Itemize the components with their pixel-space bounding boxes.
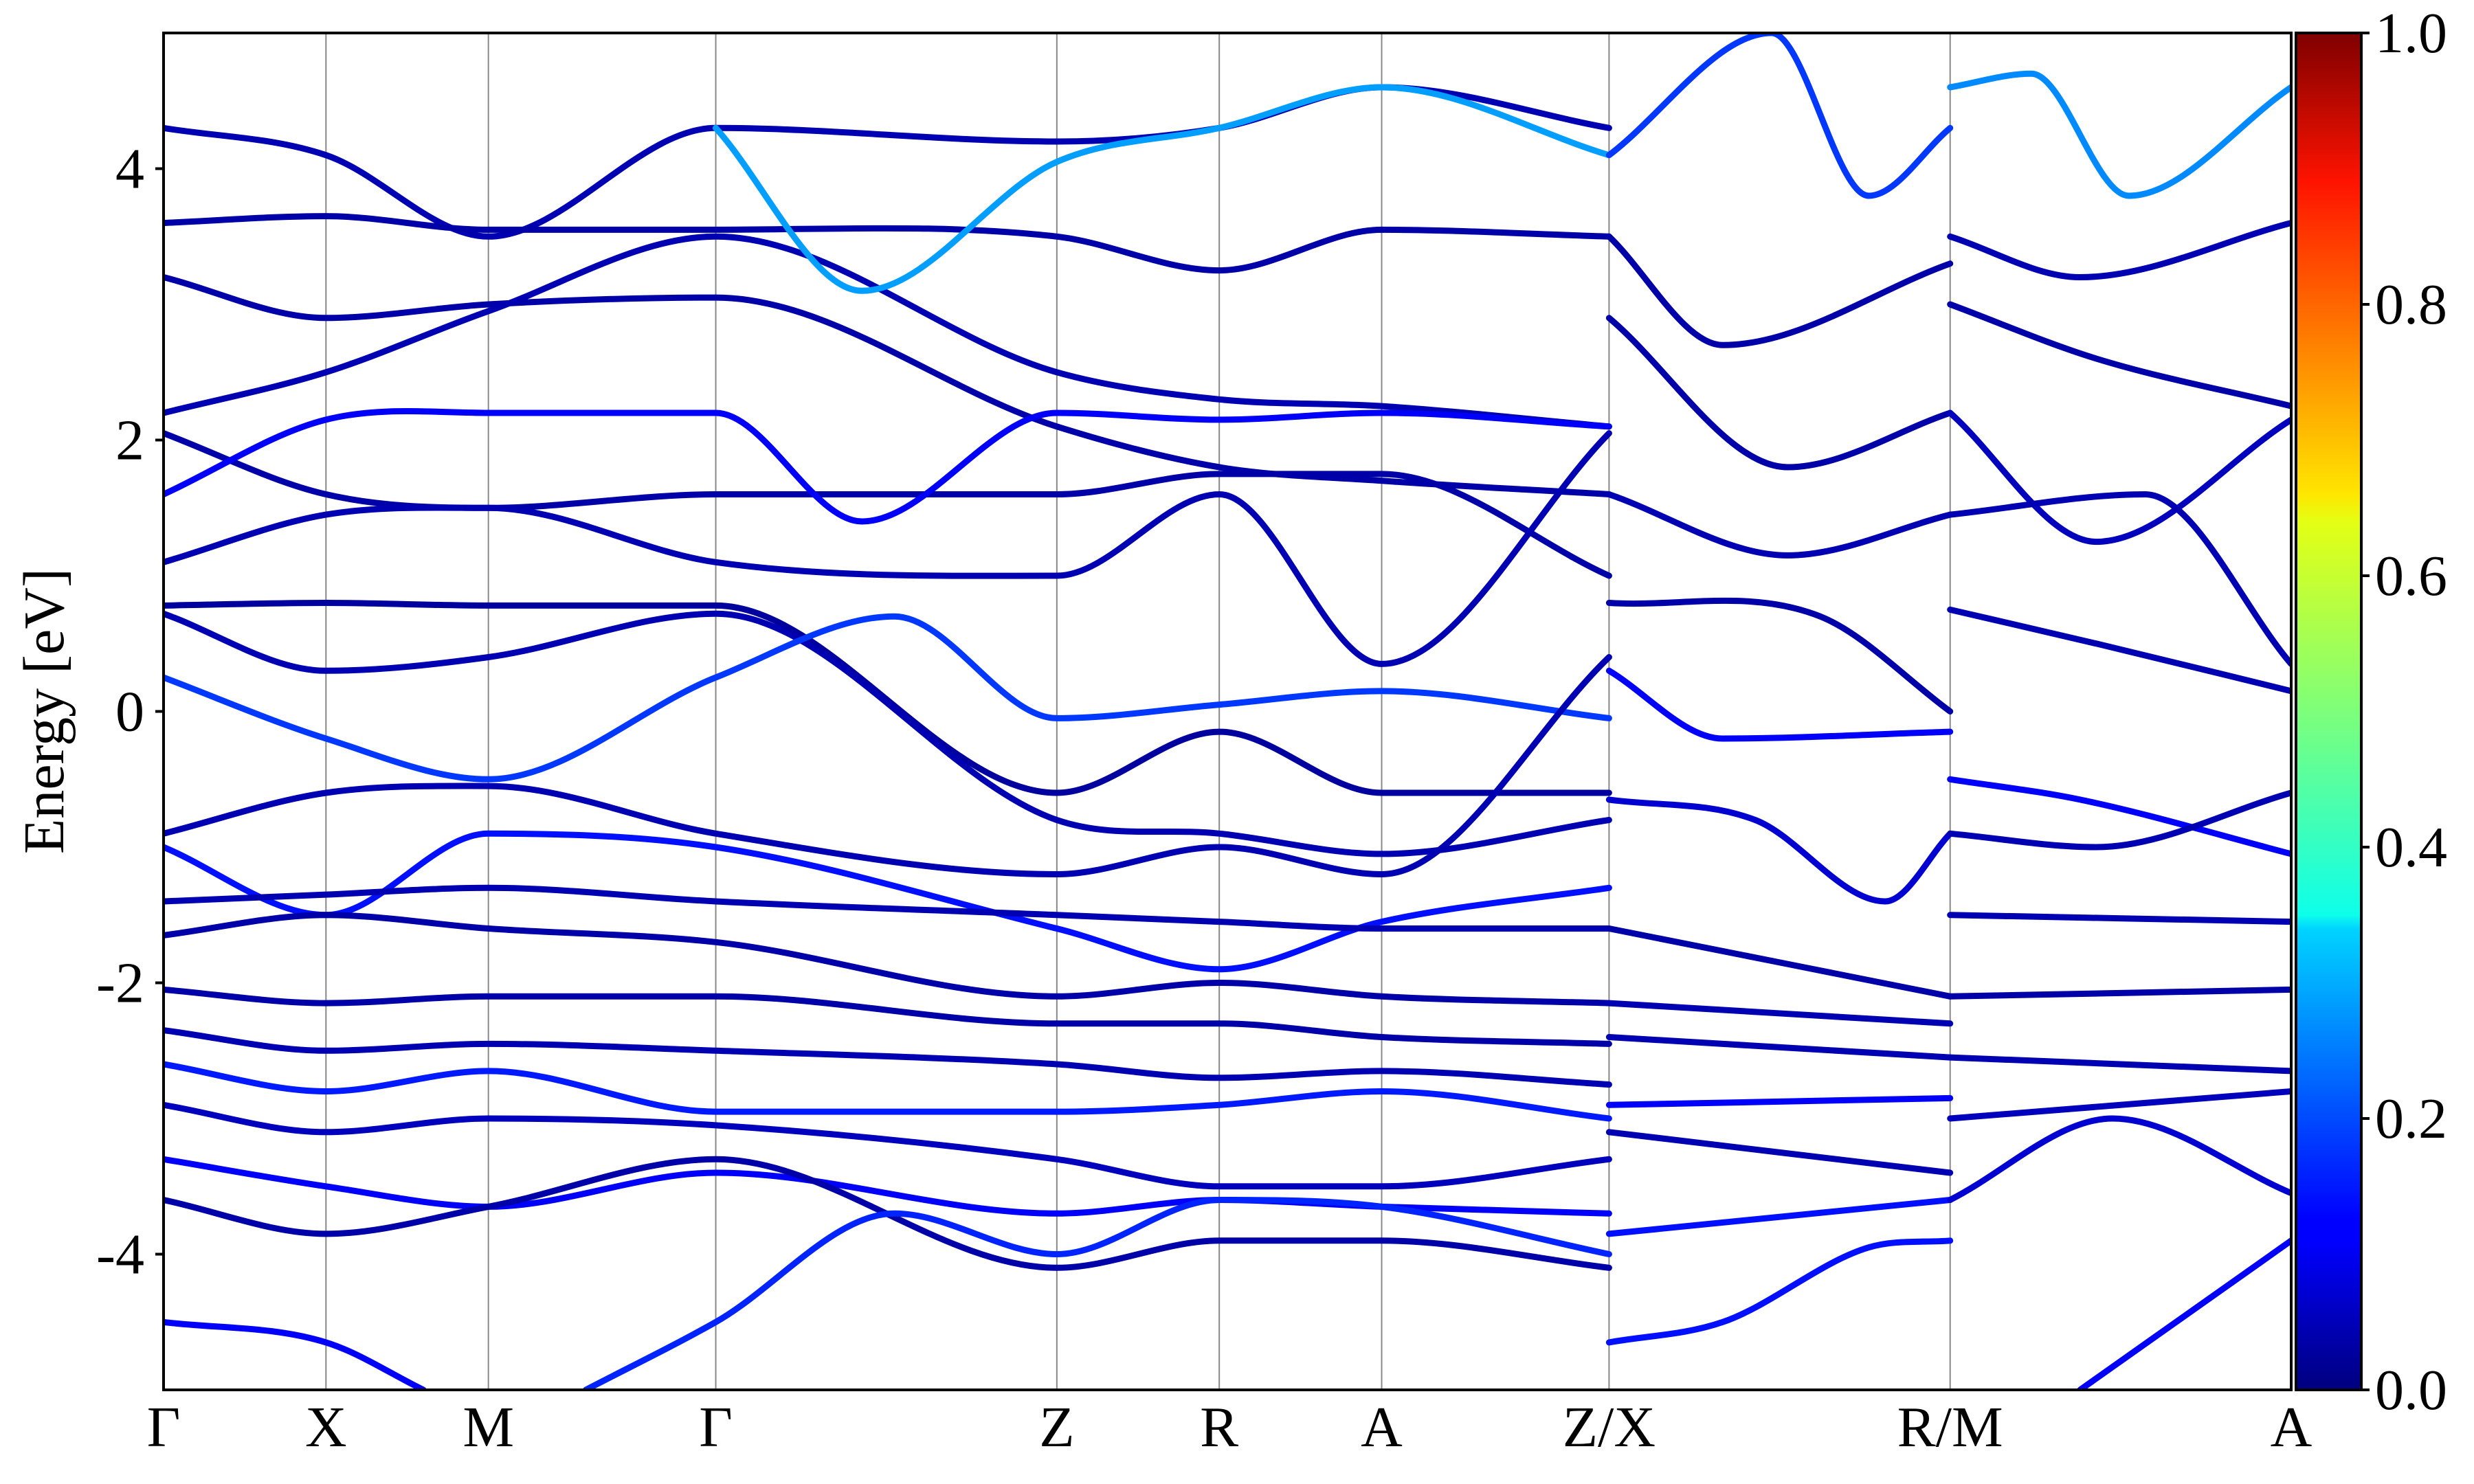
band-line xyxy=(1605,1129,1954,1176)
band-line xyxy=(1947,1088,2291,1122)
band-line xyxy=(1605,1197,1954,1237)
colorbar-tick-label: 0.6 xyxy=(2375,544,2447,608)
y-tick-label: -4 xyxy=(96,1223,144,1287)
x-tick-label: A xyxy=(2271,1395,2313,1459)
band-line xyxy=(1605,315,1954,471)
x-tick-label: M xyxy=(463,1395,514,1459)
band-line xyxy=(164,600,1612,796)
band-line xyxy=(1605,1094,1954,1108)
band-line xyxy=(164,213,1612,274)
colorbar-tick-label: 0.4 xyxy=(2375,816,2447,879)
band-line xyxy=(1947,301,2291,409)
band-line xyxy=(164,408,1612,525)
band-line xyxy=(583,1197,1612,1390)
band-line xyxy=(164,610,1612,857)
colorbar-tick-label: 1.0 xyxy=(2375,1,2447,65)
band-line xyxy=(1605,1000,1954,1027)
band-line xyxy=(1947,776,2291,857)
x-tick-label: R xyxy=(1200,1395,1238,1459)
colorbar xyxy=(2295,32,2363,1391)
band-line xyxy=(1605,33,1954,199)
band-line xyxy=(1605,491,1954,559)
x-tick-label: X xyxy=(305,1395,347,1459)
band-line xyxy=(164,1101,1612,1190)
colorbar-tick-label: 0.2 xyxy=(2375,1087,2447,1151)
band-line xyxy=(713,84,1612,294)
band-line xyxy=(164,1027,1612,1088)
band-line xyxy=(1605,925,1954,1000)
colorbar-tick-label: 0.0 xyxy=(2375,1358,2447,1422)
band-line xyxy=(1947,606,2291,695)
colorbar-tick-label: 0.8 xyxy=(2375,273,2447,337)
band-line xyxy=(2077,1237,2291,1390)
band-line xyxy=(1947,70,2291,199)
x-tick-label: Γ xyxy=(699,1395,733,1459)
kpoint-gridlines xyxy=(325,33,1951,1390)
band-line xyxy=(1605,597,1954,715)
band-line xyxy=(1605,1237,1954,1346)
band-line xyxy=(164,1061,1612,1122)
band-line xyxy=(164,430,1612,667)
x-tick-label: A xyxy=(1361,1395,1403,1459)
band-line xyxy=(164,274,1612,497)
band-line xyxy=(164,912,1612,1007)
x-axis-ticks: Γ X M Γ Z R A Z/X R/M A xyxy=(147,1395,2313,1459)
band-line xyxy=(164,884,1612,932)
band-line xyxy=(164,430,1612,579)
y-tick-label: 4 xyxy=(115,137,144,201)
band-line xyxy=(1605,233,1954,348)
band-line xyxy=(1947,912,2291,925)
y-tick-label: -2 xyxy=(96,952,144,1015)
band-line xyxy=(1605,667,1954,742)
band-line xyxy=(1947,491,2291,667)
band-line xyxy=(1947,986,2291,1000)
band-lines xyxy=(164,33,2291,1390)
band-line xyxy=(1605,1034,1954,1061)
band-line xyxy=(164,84,1612,240)
band-line xyxy=(164,1318,427,1390)
band-line xyxy=(1947,789,2291,851)
band-line xyxy=(164,986,1612,1047)
y-tick-label: 2 xyxy=(115,409,144,473)
band-line xyxy=(164,233,1612,430)
band-line xyxy=(164,654,1612,877)
band-line xyxy=(1947,220,2291,280)
x-tick-label: Z/X xyxy=(1563,1395,1656,1459)
y-axis-label: Energy [eV] xyxy=(12,568,76,854)
band-line xyxy=(1947,1054,2291,1075)
band-line xyxy=(164,613,1612,783)
band-line xyxy=(1947,1115,2291,1203)
colorbar-ticks: 0.0 0.2 0.4 0.6 0.8 1.0 xyxy=(2361,1,2447,1422)
band-line xyxy=(1947,409,2291,546)
y-tick-label: 0 xyxy=(115,680,144,744)
band-line xyxy=(1605,796,1954,905)
x-tick-label: Γ xyxy=(147,1395,181,1459)
x-tick-label: R/M xyxy=(1897,1395,2003,1459)
y-axis-ticks: 4 2 0 -2 -4 xyxy=(96,137,164,1287)
x-tick-label: Z xyxy=(1039,1395,1074,1459)
